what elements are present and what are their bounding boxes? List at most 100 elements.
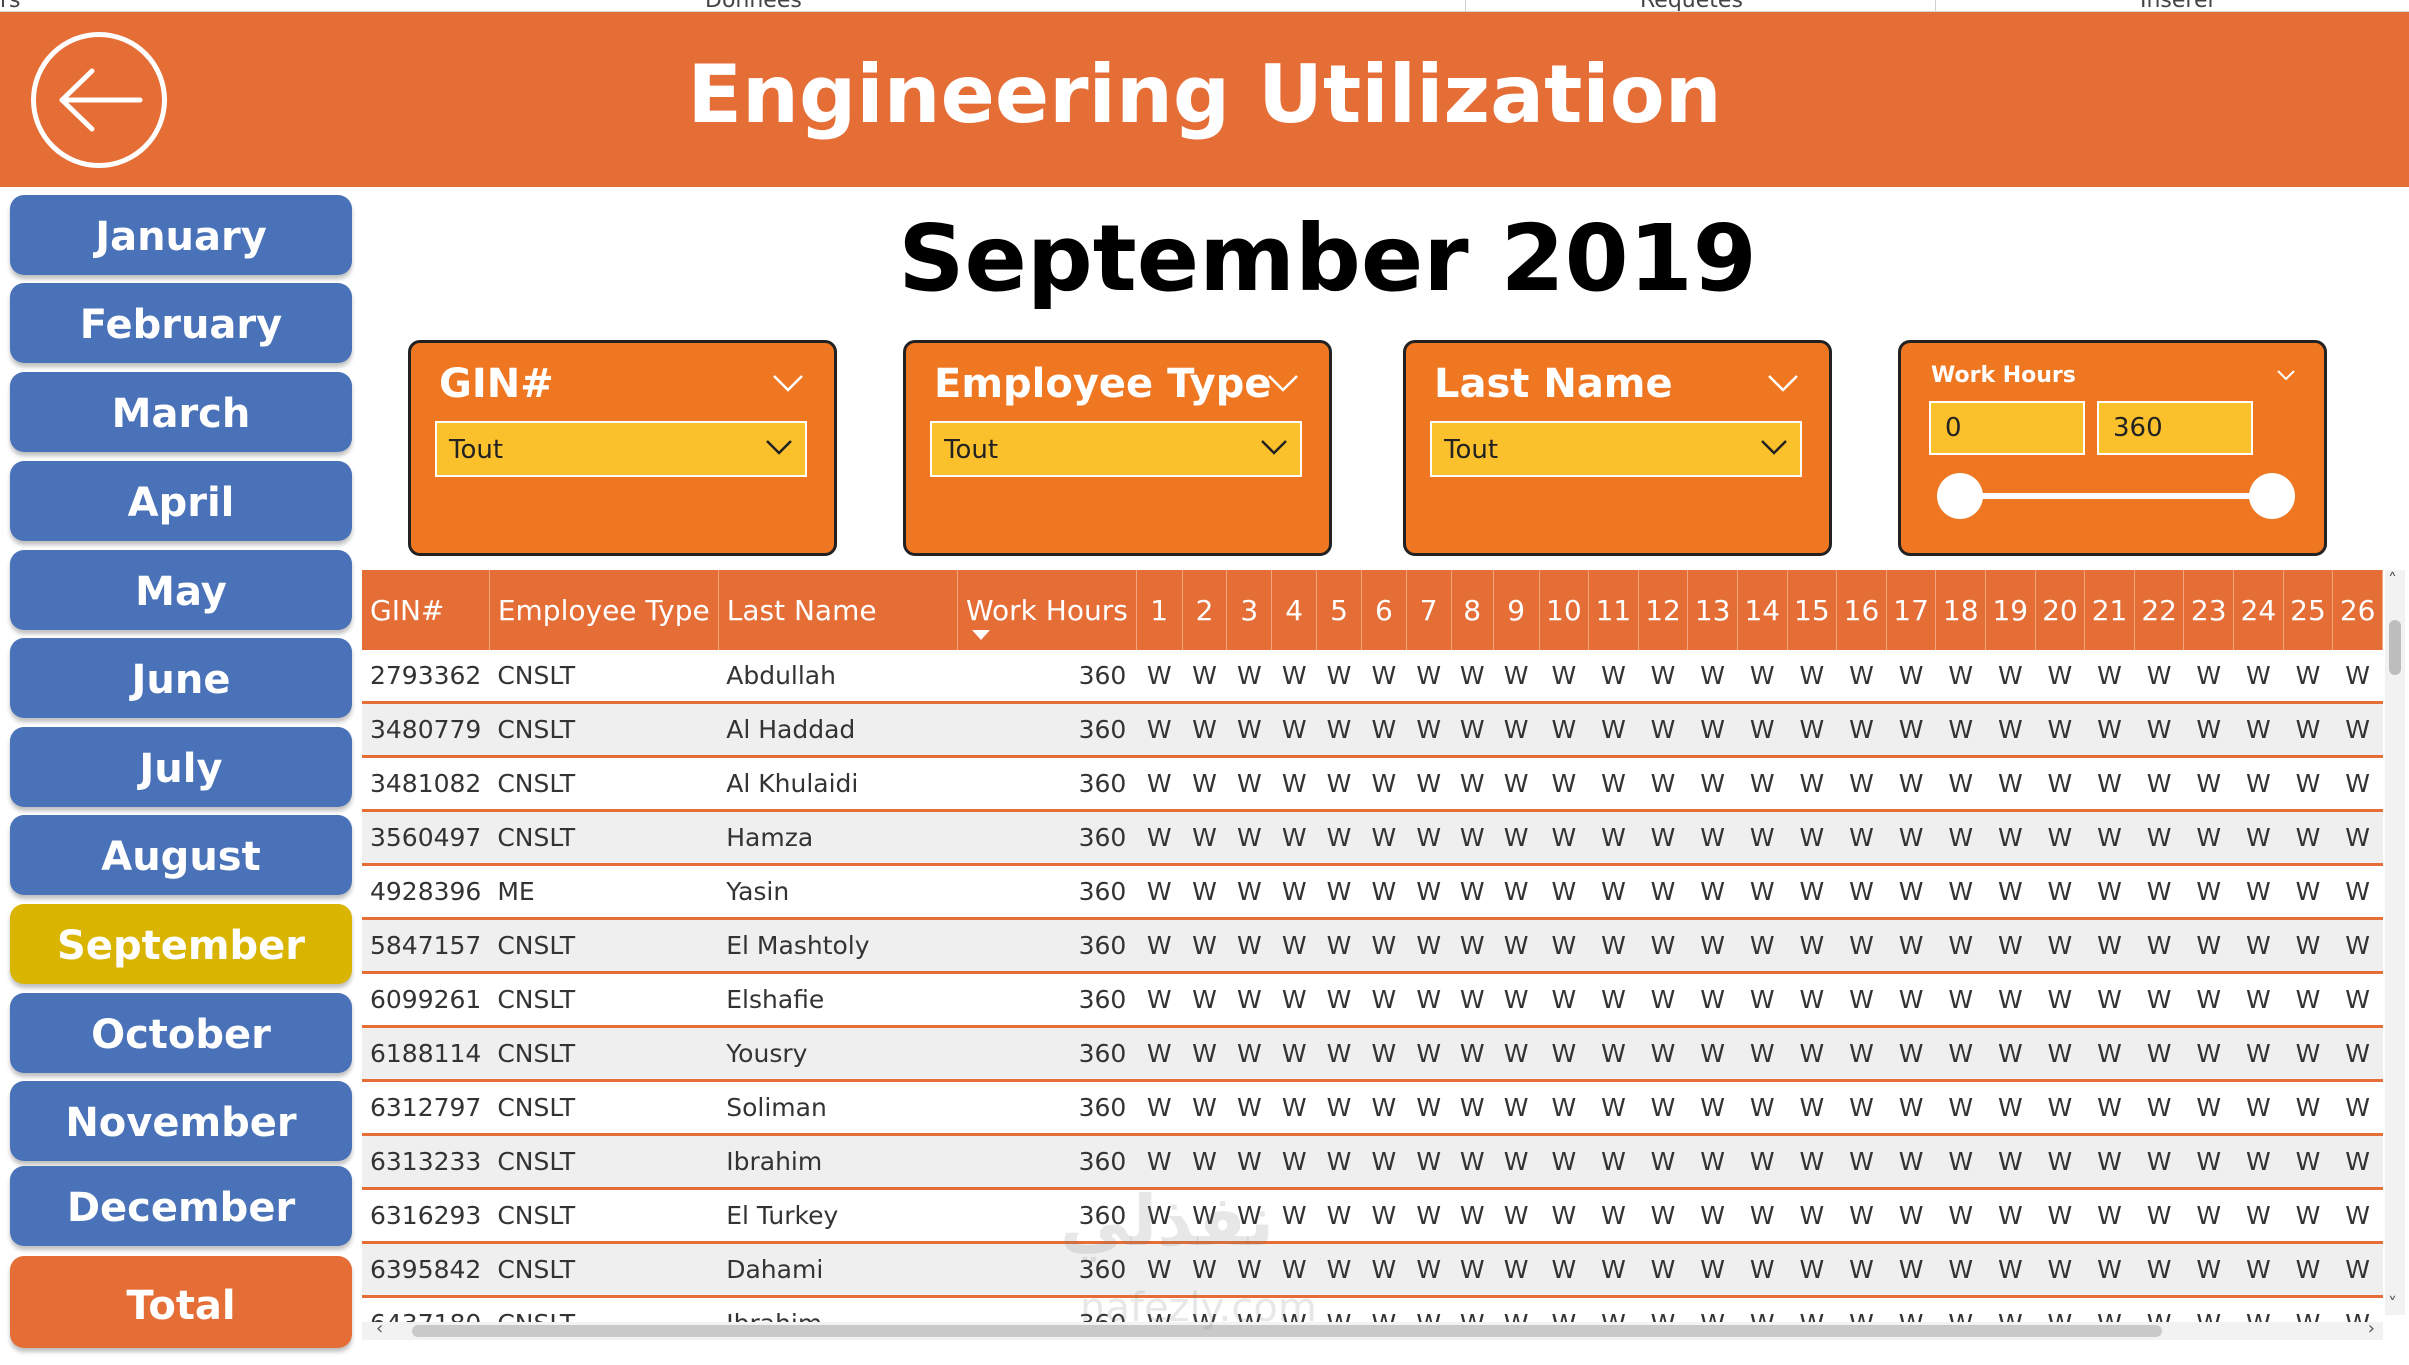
cell-day-status: W xyxy=(1316,810,1362,866)
horizontal-scroll-thumb[interactable] xyxy=(412,1325,2162,1337)
month-button-april[interactable]: April xyxy=(10,461,352,541)
ribbon-tab-requetes[interactable]: Requêtes xyxy=(1640,0,1743,11)
cell-day-status: W xyxy=(1361,864,1407,920)
work-hours-slider-min-handle[interactable] xyxy=(1937,473,1983,519)
table-row[interactable]: 6395842 CNSLT Dahami 360 W W W W W W W W W W W W W W W W W W W… xyxy=(362,1242,2383,1298)
month-button-march[interactable]: March xyxy=(10,372,352,452)
cell-day-status: W xyxy=(1406,1134,1452,1190)
column-header-day-24[interactable]: 24 xyxy=(2233,570,2284,650)
column-header-day-5[interactable]: 5 xyxy=(1316,570,1362,650)
cell-day-status: W xyxy=(1493,702,1540,758)
back-button[interactable] xyxy=(31,32,167,168)
table-row[interactable]: 5847157 CNSLT El Mashtoly 360 W W W W W W W W W W W W W W… xyxy=(362,918,2383,974)
column-header-day-7[interactable]: 7 xyxy=(1406,570,1452,650)
scroll-right-icon[interactable]: › xyxy=(2367,1318,2375,1339)
last-name-select[interactable]: Tout xyxy=(1430,421,1802,477)
cell-day-status: W xyxy=(1136,972,1183,1028)
table-row[interactable]: 6099261 CNSLT Elshafie 360 W W W W W W W W W W W W W W W W W… xyxy=(362,972,2383,1028)
cell-day-status: W xyxy=(1886,810,1936,866)
month-button-august[interactable]: August xyxy=(10,815,352,895)
table-row[interactable]: 6316293 CNSLT El Turkey 360 W W W W W W W W W W W W W W W W… xyxy=(362,1188,2383,1244)
column-header-day-2[interactable]: 2 xyxy=(1182,570,1228,650)
filter-last-name: Last Name Tout xyxy=(1403,340,1832,556)
vertical-scroll-thumb[interactable] xyxy=(2389,620,2401,675)
column-header-day-25[interactable]: 25 xyxy=(2283,570,2334,650)
horizontal-scrollbar[interactable]: ‹ › xyxy=(362,1318,2383,1340)
cell-last-name: Yousry xyxy=(718,1026,958,1082)
work-hours-slider-track[interactable] xyxy=(1961,493,2281,499)
column-header-day-11[interactable]: 11 xyxy=(1588,570,1639,650)
column-header-employee-type[interactable]: Employee Type xyxy=(489,570,719,650)
chevron-down-icon[interactable] xyxy=(1267,373,1299,393)
column-header-day-4[interactable]: 4 xyxy=(1271,570,1318,650)
total-button[interactable]: Total xyxy=(10,1256,352,1348)
column-header-day-26[interactable]: 26 xyxy=(2332,570,2383,650)
scroll-up-icon[interactable]: ˄ xyxy=(2388,570,2397,591)
column-header-day-10[interactable]: 10 xyxy=(1539,570,1590,650)
watermark-url: nafezly.com xyxy=(1080,1285,1317,1331)
column-header-day-19[interactable]: 19 xyxy=(1985,570,2036,650)
column-header-day-21[interactable]: 21 xyxy=(2084,570,2135,650)
vertical-scrollbar[interactable]: ˄ ˅ xyxy=(2385,570,2405,1315)
cell-day-status: W xyxy=(2035,864,2085,920)
cell-day-status: W xyxy=(1588,1026,1639,1082)
work-hours-max-input[interactable]: 360 xyxy=(2097,401,2253,455)
scroll-left-icon[interactable]: ‹ xyxy=(376,1318,384,1339)
ribbon-tab[interactable]: rs xyxy=(0,0,21,11)
table-row[interactable]: 6312797 CNSLT Soliman 360 W W W W W W W W W W W W W W W W W W… xyxy=(362,1080,2383,1136)
ribbon-tab-inserer[interactable]: Insérer xyxy=(2140,0,2217,11)
table-row[interactable]: 6313233 CNSLT Ibrahim 360 W W W W W W W W W W W W W W W W W W… xyxy=(362,1134,2383,1190)
chevron-down-icon[interactable] xyxy=(772,373,804,393)
month-button-january[interactable]: January xyxy=(10,195,352,275)
column-header-last-name[interactable]: Last Name xyxy=(718,570,958,650)
table-row[interactable]: 2793362 CNSLT Abdullah 360 W W W W W W W W W W W W W W W W W… xyxy=(362,650,2383,704)
column-header-day-6[interactable]: 6 xyxy=(1361,570,1407,650)
column-header-day-3[interactable]: 3 xyxy=(1226,570,1273,650)
ribbon-tab-donnees[interactable]: Données xyxy=(705,0,802,11)
column-header-day-23[interactable]: 23 xyxy=(2183,570,2235,650)
table-row[interactable]: 3481082 CNSLT Al Khulaidi 360 W W W W W W W W W W W W W W… xyxy=(362,756,2383,812)
work-hours-min-input[interactable]: 0 xyxy=(1929,401,2085,455)
work-hours-slider-max-handle[interactable] xyxy=(2249,473,2295,519)
table-row[interactable]: 4928396 ME Yasin 360 W W W W W W W W W W W W W W W W W W W W W W W… xyxy=(362,864,2383,920)
month-button-october[interactable]: October xyxy=(10,993,352,1073)
cell-day-status: W xyxy=(1226,1188,1272,1244)
chevron-down-icon[interactable] xyxy=(2276,369,2296,381)
month-button-july[interactable]: July xyxy=(10,727,352,807)
employee-type-select[interactable]: Tout xyxy=(930,421,1302,477)
column-header-day-16[interactable]: 16 xyxy=(1836,570,1887,650)
table-row[interactable]: 3480779 CNSLT Al Haddad 360 W W W W W W W W W W W W W W W W… xyxy=(362,702,2383,758)
cell-day-status: W xyxy=(2233,864,2284,920)
gin-select[interactable]: Tout xyxy=(435,421,807,477)
column-header-day-15[interactable]: 15 xyxy=(1787,570,1838,650)
column-header-work-hours[interactable]: Work Hours xyxy=(957,570,1137,650)
cell-employee-type: CNSLT xyxy=(489,1188,719,1244)
scroll-down-icon[interactable]: ˅ xyxy=(2388,1294,2397,1315)
column-header-day-14[interactable]: 14 xyxy=(1737,570,1788,650)
month-button-november[interactable]: November xyxy=(10,1081,352,1161)
column-header-day-18[interactable]: 18 xyxy=(1935,570,1986,650)
cell-day-status: W xyxy=(1539,1026,1589,1082)
column-header-day-1[interactable]: 1 xyxy=(1136,570,1183,650)
column-header-gin[interactable]: GIN# xyxy=(362,570,490,650)
cell-day-status: W xyxy=(2035,810,2085,866)
cell-day-status: W xyxy=(1182,864,1227,920)
cell-work-hours: 360 xyxy=(957,972,1137,1028)
chevron-down-icon[interactable] xyxy=(1767,373,1799,393)
column-header-day-20[interactable]: 20 xyxy=(2035,570,2086,650)
column-header-day-9[interactable]: 9 xyxy=(1493,570,1540,650)
cell-gin: 4928396 xyxy=(362,864,490,920)
table-row[interactable]: 6188114 CNSLT Yousry 360 W W W W W W W W W W W W W W W W W W W… xyxy=(362,1026,2383,1082)
column-header-day-8[interactable]: 8 xyxy=(1451,570,1494,650)
month-button-june[interactable]: June xyxy=(10,638,352,718)
month-button-september[interactable]: September xyxy=(10,904,352,984)
column-header-day-12[interactable]: 12 xyxy=(1638,570,1689,650)
column-header-day-17[interactable]: 17 xyxy=(1886,570,1937,650)
month-button-may[interactable]: May xyxy=(10,550,352,630)
cell-day-status: W xyxy=(1182,1188,1227,1244)
column-header-day-22[interactable]: 22 xyxy=(2134,570,2185,650)
month-button-february[interactable]: February xyxy=(10,283,352,363)
month-button-december[interactable]: December xyxy=(10,1166,352,1246)
column-header-day-13[interactable]: 13 xyxy=(1687,570,1738,650)
table-row[interactable]: 3560497 CNSLT Hamza 360 W W W W W W W W W W W W W W W W W W W W… xyxy=(362,810,2383,866)
